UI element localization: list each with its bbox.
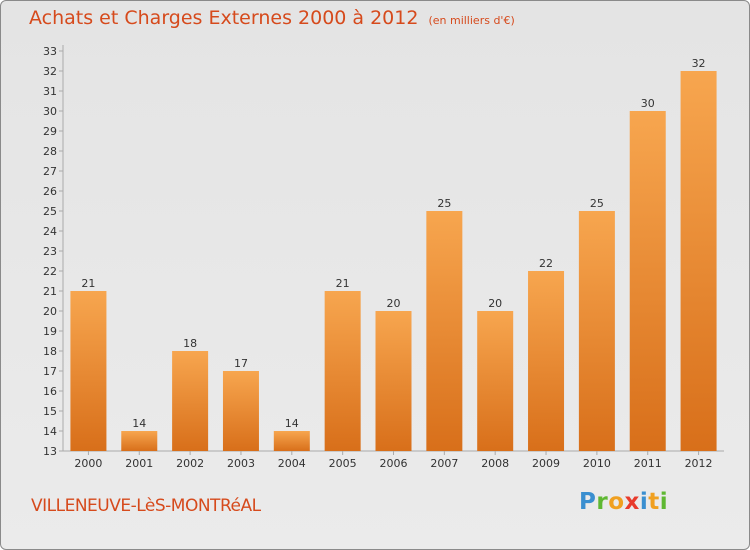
- x-tick-label: 2002: [176, 457, 204, 470]
- bar-value-label: 21: [81, 277, 95, 290]
- bar: [629, 111, 666, 451]
- y-tick-label: 17: [43, 365, 57, 378]
- y-tick-label: 24: [43, 225, 57, 238]
- bar-value-label: 25: [437, 197, 451, 210]
- logo-letter: r: [596, 489, 609, 515]
- bar: [121, 431, 158, 451]
- bar-value-label: 20: [387, 297, 401, 310]
- y-tick-label: 20: [43, 305, 57, 318]
- x-tick-label: 2009: [532, 457, 560, 470]
- logo-letter: t: [648, 489, 660, 515]
- y-tick-label: 25: [43, 205, 57, 218]
- logo-letter: i: [639, 489, 649, 515]
- x-tick-label: 2001: [125, 457, 153, 470]
- y-tick-label: 18: [43, 345, 57, 358]
- y-tick-label: 13: [43, 445, 57, 458]
- y-tick-label: 33: [43, 45, 57, 58]
- bar-value-label: 20: [488, 297, 502, 310]
- y-tick-label: 14: [43, 425, 57, 438]
- commune-name: VILLENEUVE-LèS-MONTRéAL: [31, 496, 261, 516]
- bar: [172, 351, 209, 451]
- x-tick-label: 2005: [329, 457, 357, 470]
- y-tick-label: 26: [43, 185, 57, 198]
- bar: [426, 211, 463, 451]
- y-tick-label: 28: [43, 145, 57, 158]
- bar-value-label: 14: [132, 417, 146, 430]
- y-tick-label: 31: [43, 85, 57, 98]
- bar: [70, 291, 107, 451]
- y-tick-label: 16: [43, 385, 57, 398]
- x-tick-label: 2007: [430, 457, 458, 470]
- logo-letter: i: [659, 489, 669, 515]
- y-tick-label: 22: [43, 265, 57, 278]
- bar: [375, 311, 412, 451]
- x-tick-label: 2010: [583, 457, 611, 470]
- logo-letter: o: [608, 489, 625, 515]
- x-tick-label: 2003: [227, 457, 255, 470]
- logo-letter: P: [579, 489, 597, 515]
- y-tick-label: 30: [43, 105, 57, 118]
- y-tick-label: 27: [43, 165, 57, 178]
- bar-value-label: 18: [183, 337, 197, 350]
- bar: [222, 371, 259, 451]
- bar-value-label: 14: [285, 417, 299, 430]
- logo-letter: x: [624, 489, 640, 515]
- x-tick-label: 2000: [74, 457, 102, 470]
- x-tick-label: 2006: [380, 457, 408, 470]
- bar: [578, 211, 615, 451]
- y-tick-label: 19: [43, 325, 57, 338]
- bar-value-label: 30: [641, 97, 655, 110]
- y-tick-label: 15: [43, 405, 57, 418]
- bar-value-label: 22: [539, 257, 553, 270]
- x-tick-label: 2004: [278, 457, 306, 470]
- bar-value-label: 25: [590, 197, 604, 210]
- chart-title: Achats et Charges Externes 2000 à 2012 (e…: [29, 7, 515, 29]
- bar-value-label: 32: [692, 57, 706, 70]
- proxiti-logo: Proxiti: [579, 489, 668, 515]
- bar: [477, 311, 514, 451]
- y-tick-label: 32: [43, 65, 57, 78]
- y-tick-label: 21: [43, 285, 57, 298]
- y-tick-label: 29: [43, 125, 57, 138]
- bar: [528, 271, 565, 451]
- bar-value-label: 17: [234, 357, 248, 370]
- x-tick-label: 2012: [685, 457, 713, 470]
- bar: [324, 291, 361, 451]
- bar: [273, 431, 310, 451]
- unit-label: (en milliers d'€): [428, 14, 515, 27]
- x-tick-label: 2011: [634, 457, 662, 470]
- bar-value-label: 21: [336, 277, 350, 290]
- bar: [680, 71, 717, 451]
- y-tick-label: 23: [43, 245, 57, 258]
- x-tick-label: 2008: [481, 457, 509, 470]
